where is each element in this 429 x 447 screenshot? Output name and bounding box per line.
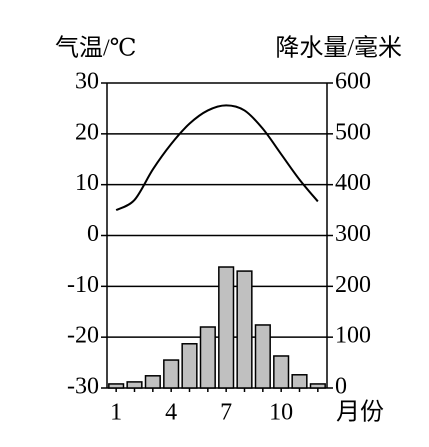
y-tick-label: 30 bbox=[75, 69, 99, 95]
bar bbox=[236, 270, 253, 389]
y2-tick-label: 200 bbox=[335, 272, 371, 298]
bar bbox=[108, 383, 125, 389]
y-axis-label: 气温/℃ bbox=[55, 35, 137, 62]
bar bbox=[273, 355, 290, 389]
bar bbox=[126, 381, 143, 389]
y-tick-label: 20 bbox=[75, 119, 99, 145]
y2-tick-label: 500 bbox=[335, 119, 371, 145]
y2-tick-label: 400 bbox=[335, 170, 371, 196]
y-tick-label: 0 bbox=[87, 221, 99, 247]
y2-tick-label: 300 bbox=[335, 221, 371, 247]
y-tick-label: 10 bbox=[75, 170, 99, 196]
y2-tick-label: 100 bbox=[335, 323, 371, 349]
bar bbox=[181, 343, 198, 389]
temperature-line bbox=[115, 104, 319, 211]
bar bbox=[163, 359, 180, 389]
y2-tick-label: 0 bbox=[335, 374, 347, 400]
y2-axis-label: 降水量/毫米 bbox=[275, 35, 402, 62]
x-tick-label: 4 bbox=[165, 400, 177, 426]
x-tick-label: 10 bbox=[269, 400, 293, 426]
y-tick-label: -10 bbox=[67, 272, 99, 298]
bar bbox=[199, 326, 216, 389]
bar bbox=[309, 383, 326, 389]
bar bbox=[218, 266, 235, 389]
y-tick-label: -20 bbox=[67, 323, 99, 349]
bar bbox=[291, 374, 308, 389]
x-tick-label: 1 bbox=[110, 400, 122, 426]
y-tick-label: -30 bbox=[67, 374, 99, 400]
y2-tick-label: 600 bbox=[335, 69, 371, 95]
bar bbox=[144, 375, 161, 389]
x-axis-label: 月份 bbox=[336, 399, 384, 426]
x-tick-label: 7 bbox=[220, 400, 232, 426]
bar bbox=[254, 324, 271, 389]
